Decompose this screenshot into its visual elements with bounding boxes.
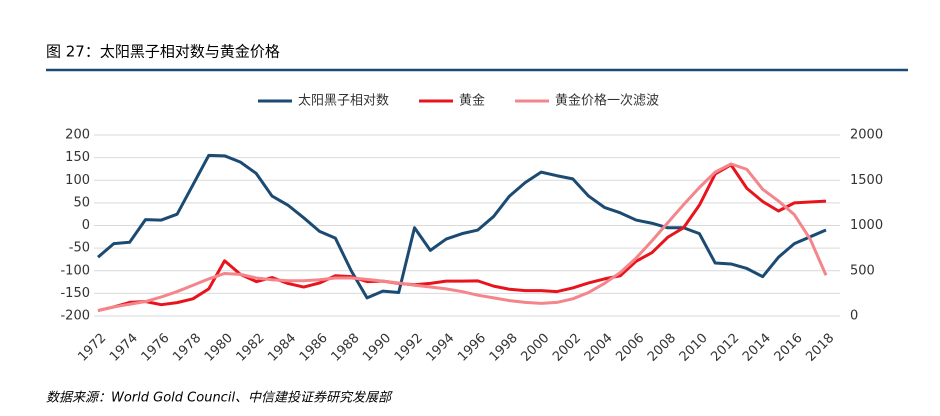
x-tick-label: 1982 [234,331,268,365]
x-tick-label: 2018 [803,331,837,365]
y2-tick-label: 1500 [850,173,883,188]
y-tick-label: 50 [73,195,90,210]
x-tick-label: 2000 [518,331,552,365]
x-tick-label: 2010 [677,331,711,365]
y-tick-label: -50 [69,241,90,256]
y-tick-label: 200 [65,128,90,143]
x-tick-label: 1978 [170,331,204,365]
legend-label: 黄金 [459,93,485,109]
legend-label: 太阳黑子相对数 [298,94,389,109]
y-tick-label: 100 [65,173,90,188]
x-tick-label: 1996 [455,331,489,365]
x-tick-label: 2016 [772,331,806,365]
series-line [97,153,827,300]
y2-tick-label: 0 [850,309,858,324]
legend-label: 黄金价格一次滤波 [555,93,659,109]
x-tick-label: 1984 [265,331,299,365]
x-tick-label: 1986 [297,331,331,365]
series-line [97,163,827,313]
y-tick-label: -150 [60,286,90,301]
x-tick-label: 1974 [107,331,141,365]
y-tick-label: 0 [82,218,90,233]
x-tick-label: 1976 [139,331,173,365]
x-tick-label: 2012 [708,331,742,365]
x-tick-label: 2008 [645,331,679,365]
x-tick-label: 1972 [75,331,109,365]
x-tick-label: 2002 [550,331,584,365]
x-tick-label: 2014 [740,331,774,365]
chart-title: 图 27：太阳黑子相对数与黄金价格 [46,43,280,61]
series-line [97,162,828,313]
x-tick-label: 1980 [202,331,236,365]
x-tick-label: 2006 [613,331,647,365]
source-note: 数据来源：World Gold Council、中信建投证券研究发展部 [46,390,393,406]
x-tick-label: 1988 [329,331,363,365]
y-tick-label: 150 [65,150,90,165]
x-tick-label: 1994 [423,331,457,365]
y2-tick-label: 500 [850,263,875,278]
x-tick-label: 1998 [487,331,521,365]
y-tick-label: -200 [60,309,90,324]
x-tick-label: 2004 [582,331,616,365]
y-tick-label: -100 [60,263,90,278]
x-tick-label: 1992 [392,331,426,365]
y2-tick-label: 2000 [850,128,883,143]
y2-tick-label: 1000 [850,218,883,233]
x-tick-label: 1990 [360,331,394,365]
